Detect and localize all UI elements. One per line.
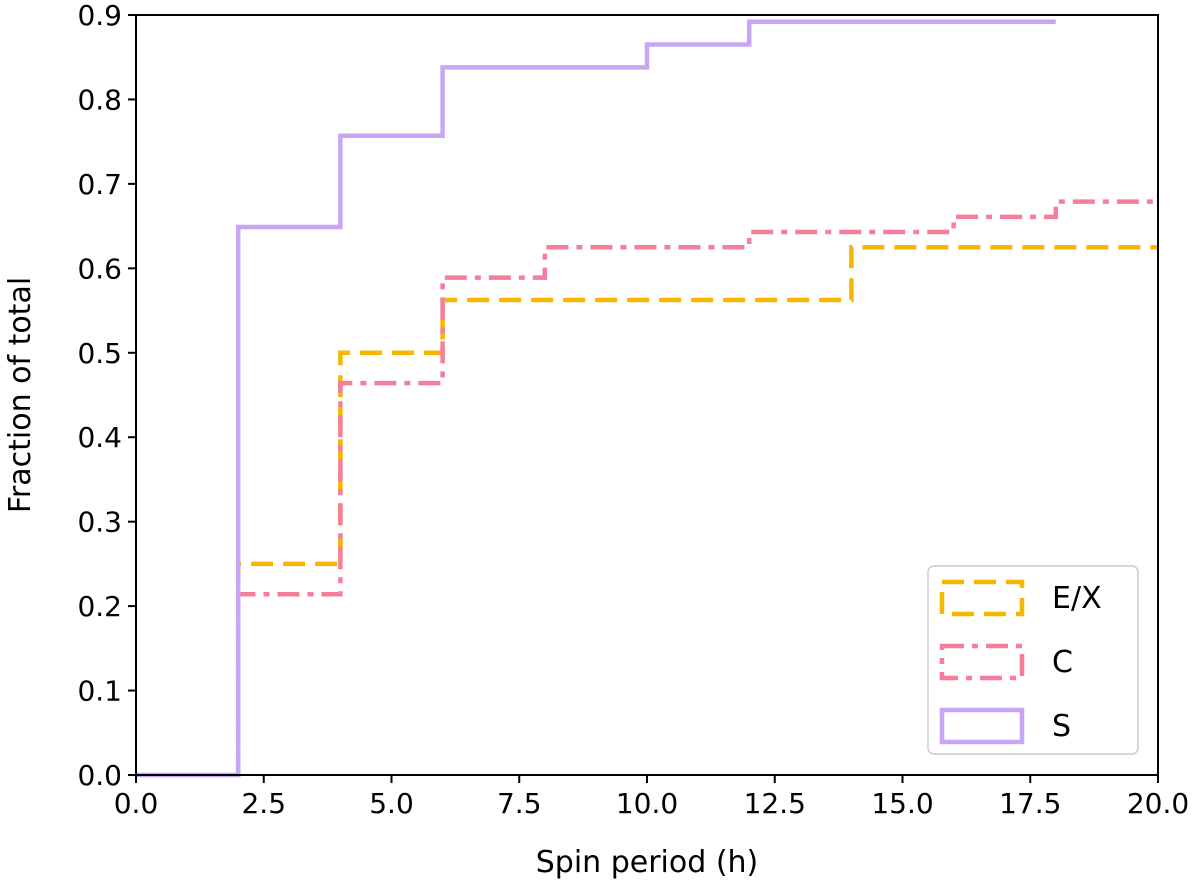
x-tick-label: 2.5 bbox=[241, 787, 286, 820]
y-tick-label: 0.4 bbox=[77, 421, 122, 454]
legend: E/X CS bbox=[927, 565, 1139, 755]
y-tick-label: 0.0 bbox=[77, 759, 122, 792]
y-tick-label: 0.1 bbox=[77, 675, 122, 708]
x-axis-label: Spin period (h) bbox=[536, 845, 759, 880]
legend-swatch-1 bbox=[939, 643, 1025, 681]
y-tick-label: 0.5 bbox=[77, 337, 122, 370]
series-line-1 bbox=[235, 199, 1158, 775]
legend-swatch-2 bbox=[939, 707, 1025, 745]
y-tick-label: 0.8 bbox=[77, 83, 122, 116]
x-tick-label: 10.0 bbox=[616, 787, 678, 820]
series-line-2 bbox=[136, 19, 1056, 778]
x-axis: 0.0 2.5 5.0 7.5 10.0 12.5 15.0 17.5 20.0 bbox=[114, 775, 1189, 820]
y-axis: 0.0 0.1 0.2 0.3 0.4 0.5 0.6 0.7 0.8 0.9 bbox=[77, 0, 136, 792]
y-axis-label: Fraction of total bbox=[3, 277, 38, 513]
legend-label-1: C bbox=[1052, 645, 1073, 680]
legend-label-2: S bbox=[1052, 709, 1071, 744]
y-tick-label: 0.6 bbox=[77, 252, 122, 285]
x-tick-label: 20.0 bbox=[1127, 787, 1189, 820]
x-tick-label: 15.0 bbox=[871, 787, 933, 820]
y-tick-label: 0.3 bbox=[77, 506, 122, 539]
x-tick-label: 0.0 bbox=[114, 787, 159, 820]
y-tick-label: 0.2 bbox=[77, 590, 122, 623]
legend-swatch-0 bbox=[939, 579, 1025, 617]
x-tick-label: 7.5 bbox=[497, 787, 542, 820]
legend-box bbox=[927, 565, 1139, 755]
x-tick-label: 5.0 bbox=[369, 787, 414, 820]
x-tick-label: 12.5 bbox=[744, 787, 806, 820]
y-tick-label: 0.7 bbox=[77, 168, 122, 201]
x-tick-label: 17.5 bbox=[999, 787, 1061, 820]
legend-label-0: E/X bbox=[1052, 581, 1102, 616]
y-tick-label: 0.9 bbox=[77, 0, 122, 32]
series-layer bbox=[136, 19, 1158, 778]
